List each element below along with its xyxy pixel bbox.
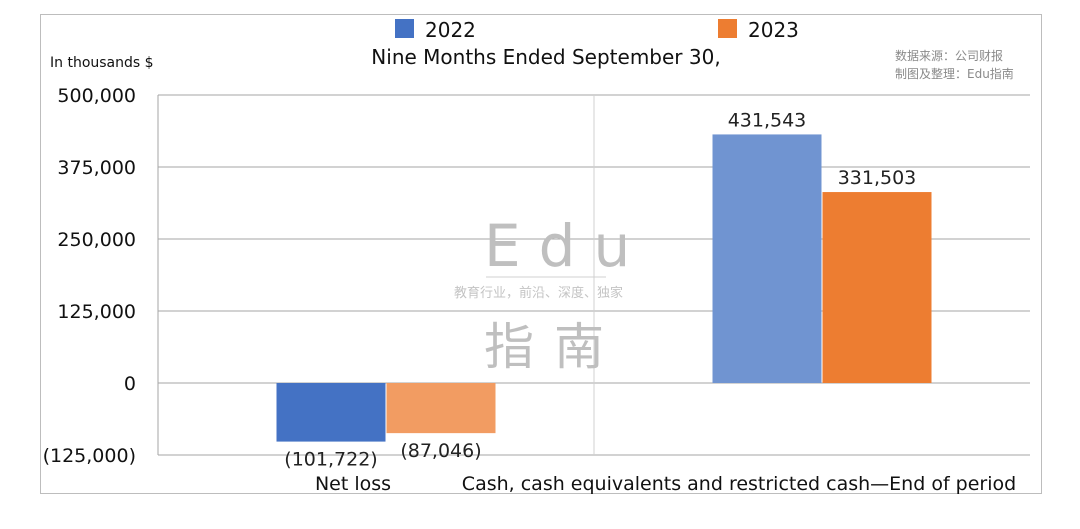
chart-title: Nine Months Ended September 30, [371,45,720,69]
watermark-brand: Edu [484,212,648,280]
bar-2022-0 [276,383,386,442]
y-tick-label: 125,000 [57,301,136,323]
watermark-cn: 指南 [484,318,624,376]
legend: 2022 2023 [395,18,799,42]
credit-note: 制图及整理：Edu指南 [895,66,1014,81]
y-axis-unit-label: In thousands $ [50,55,154,71]
category-label-1: Cash, cash equivalents and restricted ca… [462,473,1016,495]
category-label-0: Net loss [315,473,391,495]
data-label-2023-1: 331,503 [838,167,917,189]
category-labels: Net loss Cash, cash equivalents and restr… [315,473,1016,495]
data-label-2022-0: (101,722) [284,449,377,471]
legend-label-2023: 2023 [748,18,799,42]
watermark-tagline: 教育行业，前沿、深度、独家 [454,285,623,301]
y-tick-label: 250,000 [57,229,136,251]
data-labels: (101,722) (87,046) 431,543 331,503 [284,109,916,470]
bars [276,134,932,442]
data-label-2023-0: (87,046) [400,440,481,462]
y-tick-label: 0 [124,373,136,395]
legend-swatch-2022 [395,19,414,38]
bar-2023-0 [386,383,496,434]
legend-swatch-2023 [718,19,737,38]
legend-label-2022: 2022 [425,18,476,42]
y-tick-labels: (125,000) 0 125,000 250,000 375,000 500,000 [43,85,136,467]
source-note: 数据来源：公司财报 [895,48,1003,63]
y-tick-label: 375,000 [57,157,136,179]
bar-2022-1 [712,134,822,383]
data-label-2022-1: 431,543 [728,109,807,131]
bar-2023-1 [822,192,932,383]
watermark: Edu 教育行业，前沿、深度、独家 指南 [454,212,648,376]
y-tick-label: (125,000) [43,445,136,467]
y-tick-label: 500,000 [57,85,136,107]
